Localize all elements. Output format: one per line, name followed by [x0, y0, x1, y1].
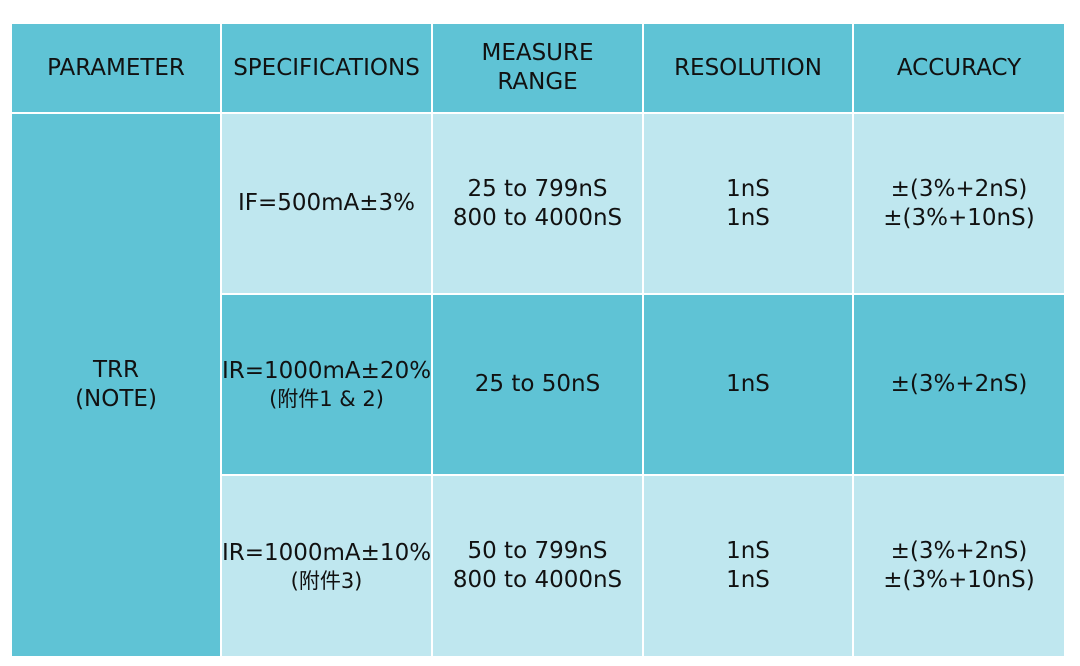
- row-1-resolution: 1nS 1nS: [644, 114, 852, 293]
- row-3-accuracy: ±(3%+2nS) ±(3%+10nS): [854, 476, 1064, 656]
- row-1-spec-text: IF=500mA±3%: [237, 190, 416, 216]
- row-2-spec: IR=1000mA±20% (附件1 & 2): [222, 295, 431, 474]
- spec-table: PARAMETER SPECIFICATIONS MEASURE RANGE R…: [12, 24, 1064, 656]
- row-3-spec-text: IR=1000mA±10%: [221, 539, 432, 566]
- row-2-range-line-1: 25 to 50nS: [474, 371, 601, 397]
- header-resolution: RESOLUTION: [644, 24, 852, 112]
- header-measure-range-line2: RANGE: [497, 69, 578, 95]
- header-specifications-label: SPECIFICATIONS: [233, 54, 420, 81]
- row-2-spec-note: (附件1 & 2): [269, 387, 384, 411]
- row-3-range-line-2: 800 to 4000nS: [452, 567, 623, 593]
- row-3-resolution-line-1: 1nS: [726, 538, 770, 564]
- row-3-range: 50 to 799nS 800 to 4000nS: [433, 476, 642, 656]
- row-1-spec: IF=500mA±3%: [222, 114, 431, 293]
- row-3-accuracy-line-1: ±(3%+2nS): [890, 538, 1028, 564]
- row-2-spec-text: IR=1000mA±20%: [221, 358, 432, 384]
- row-1-resolution-line-1: 1nS: [726, 175, 770, 202]
- row-3-spec: IR=1000mA±10% (附件3): [222, 476, 431, 656]
- header-measure-range-line1: MEASURE: [481, 40, 594, 66]
- header-resolution-label: RESOLUTION: [674, 54, 822, 81]
- row-2-resolution-line-1: 1nS: [726, 371, 770, 397]
- row-3-spec-note: (附件3): [290, 568, 363, 593]
- row-1-accuracy: ±(3%+2nS) ±(3%+10nS): [854, 114, 1064, 293]
- row-2-resolution: 1nS: [644, 295, 852, 474]
- parameter-name: TRR: [92, 357, 139, 383]
- row-3-resolution-line-2: 1nS: [726, 567, 770, 593]
- parameter-cell: TRR (NOTE): [12, 114, 220, 656]
- parameter-note: (NOTE): [75, 386, 157, 412]
- row-1-range-line-1: 25 to 799nS: [467, 175, 608, 202]
- row-1-range-line-2: 800 to 4000nS: [452, 204, 623, 231]
- row-3-resolution: 1nS 1nS: [644, 476, 852, 656]
- header-parameter: PARAMETER: [12, 24, 220, 112]
- row-1-resolution-line-2: 1nS: [726, 204, 770, 231]
- row-3-accuracy-line-2: ±(3%+10nS): [883, 567, 1035, 593]
- row-2-accuracy-line-1: ±(3%+2nS): [890, 371, 1028, 397]
- row-2-range: 25 to 50nS: [433, 295, 642, 474]
- row-1-range: 25 to 799nS 800 to 4000nS: [433, 114, 642, 293]
- header-accuracy-label: ACCURACY: [896, 54, 1022, 81]
- header-measure-range: MEASURE RANGE: [433, 24, 642, 112]
- header-accuracy: ACCURACY: [854, 24, 1064, 112]
- header-specifications: SPECIFICATIONS: [222, 24, 431, 112]
- header-parameter-label: PARAMETER: [47, 54, 185, 81]
- row-2-accuracy: ±(3%+2nS): [854, 295, 1064, 474]
- row-1-accuracy-line-1: ±(3%+2nS): [890, 175, 1028, 202]
- row-1-accuracy-line-2: ±(3%+10nS): [883, 204, 1035, 231]
- row-3-range-line-1: 50 to 799nS: [467, 538, 608, 564]
